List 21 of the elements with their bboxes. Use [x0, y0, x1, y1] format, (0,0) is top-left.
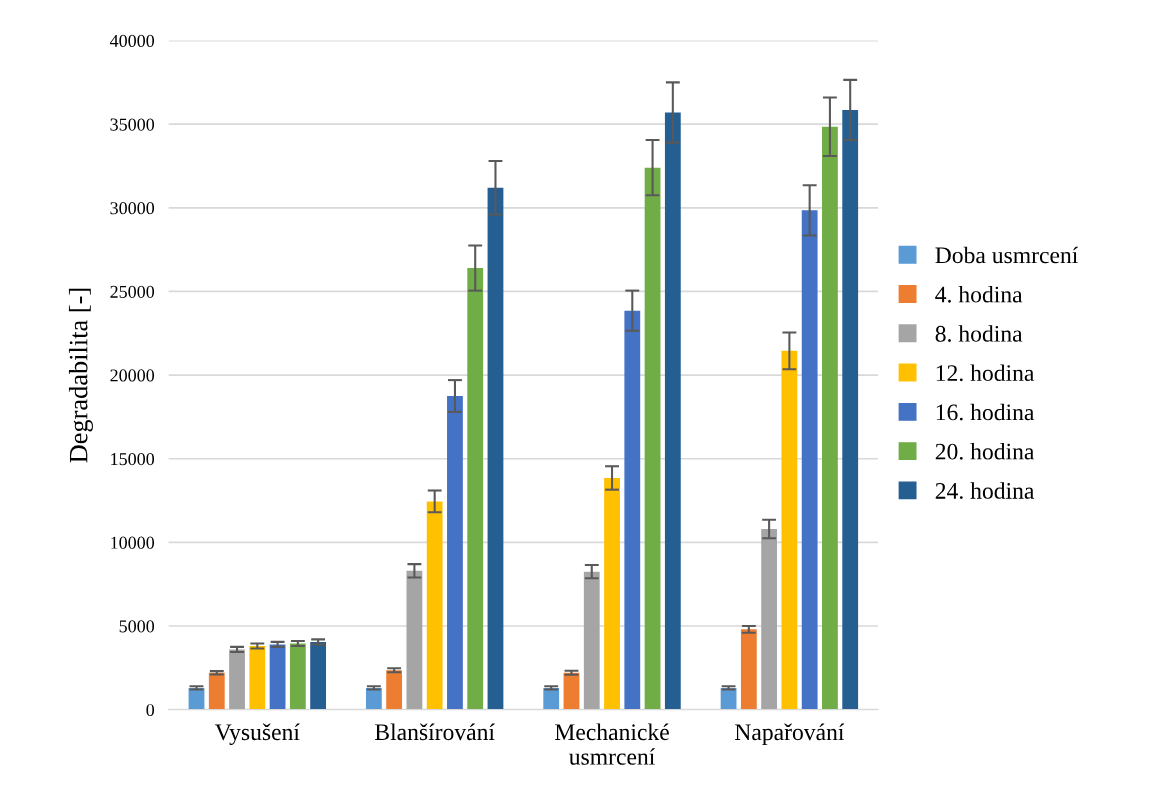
y-tick-label: 5000 — [119, 620, 155, 633]
y-tick-label: 0 — [146, 703, 155, 717]
legend-label: 20. hodina — [935, 442, 1035, 460]
legend-label: 24. hodina — [935, 482, 1035, 499]
legend-label: 4. hodina — [935, 285, 1023, 303]
x-tick-label: Napařování — [735, 723, 845, 745]
y-tick-label: 25000 — [110, 285, 155, 298]
legend-label: 8. hodina — [935, 325, 1023, 342]
y-tick-label: 35000 — [110, 118, 155, 131]
y-tick-label: 30000 — [110, 202, 155, 215]
legend-label: Doba usmrcení — [935, 246, 1079, 264]
y-tick-label: 15000 — [111, 452, 155, 466]
x-tick-label: Mechanické usmrcení — [555, 723, 669, 765]
y-tick-label: 10000 — [111, 536, 155, 549]
legend-label: 12. hodina — [936, 364, 1035, 382]
y-tick-label: 40000 — [109, 34, 155, 47]
x-tick-label: Vysušení — [214, 723, 300, 746]
x-tick-label: Blanšírování — [375, 723, 495, 741]
y-axis-title: Degradabilita [-] — [68, 288, 93, 463]
y-tick-label: 20000 — [110, 369, 155, 382]
legend-label: 16. hodina — [936, 403, 1035, 421]
